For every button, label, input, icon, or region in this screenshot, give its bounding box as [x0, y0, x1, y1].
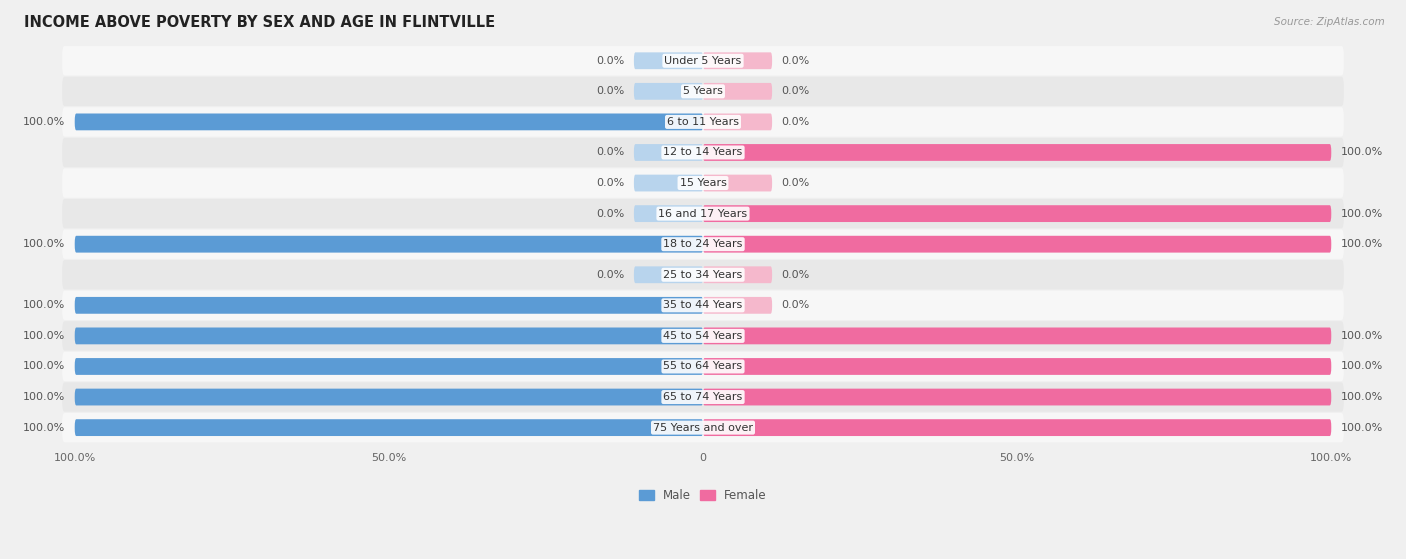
FancyBboxPatch shape — [703, 358, 1331, 375]
Text: 0.0%: 0.0% — [596, 148, 624, 158]
Text: INCOME ABOVE POVERTY BY SEX AND AGE IN FLINTVILLE: INCOME ABOVE POVERTY BY SEX AND AGE IN F… — [24, 15, 495, 30]
Text: 0.0%: 0.0% — [596, 209, 624, 219]
FancyBboxPatch shape — [62, 291, 1344, 320]
FancyBboxPatch shape — [62, 230, 1344, 259]
FancyBboxPatch shape — [703, 174, 772, 191]
Text: 35 to 44 Years: 35 to 44 Years — [664, 300, 742, 310]
FancyBboxPatch shape — [75, 328, 703, 344]
Text: 0.0%: 0.0% — [782, 86, 810, 96]
Text: 100.0%: 100.0% — [1341, 423, 1384, 433]
Text: 16 and 17 Years: 16 and 17 Years — [658, 209, 748, 219]
Text: 45 to 54 Years: 45 to 54 Years — [664, 331, 742, 341]
FancyBboxPatch shape — [703, 236, 1331, 253]
Text: Source: ZipAtlas.com: Source: ZipAtlas.com — [1274, 17, 1385, 27]
Text: 6 to 11 Years: 6 to 11 Years — [666, 117, 740, 127]
Text: 0.0%: 0.0% — [782, 178, 810, 188]
Text: 0.0%: 0.0% — [782, 270, 810, 280]
FancyBboxPatch shape — [62, 46, 1344, 75]
FancyBboxPatch shape — [62, 138, 1344, 167]
FancyBboxPatch shape — [634, 144, 703, 161]
Text: 0.0%: 0.0% — [782, 300, 810, 310]
FancyBboxPatch shape — [75, 389, 703, 405]
FancyBboxPatch shape — [634, 83, 703, 100]
Text: 0.0%: 0.0% — [596, 178, 624, 188]
Text: 100.0%: 100.0% — [22, 300, 65, 310]
FancyBboxPatch shape — [703, 83, 772, 100]
FancyBboxPatch shape — [703, 389, 1331, 405]
FancyBboxPatch shape — [703, 113, 772, 130]
FancyBboxPatch shape — [75, 419, 703, 436]
Text: 100.0%: 100.0% — [1341, 362, 1384, 372]
Text: 100.0%: 100.0% — [22, 362, 65, 372]
Text: 100.0%: 100.0% — [22, 423, 65, 433]
Text: 100.0%: 100.0% — [1341, 331, 1384, 341]
FancyBboxPatch shape — [634, 174, 703, 191]
FancyBboxPatch shape — [703, 297, 772, 314]
FancyBboxPatch shape — [75, 236, 703, 253]
FancyBboxPatch shape — [62, 352, 1344, 381]
Text: 100.0%: 100.0% — [1341, 148, 1384, 158]
Text: 55 to 64 Years: 55 to 64 Years — [664, 362, 742, 372]
Text: 65 to 74 Years: 65 to 74 Years — [664, 392, 742, 402]
FancyBboxPatch shape — [62, 382, 1344, 412]
FancyBboxPatch shape — [62, 199, 1344, 228]
FancyBboxPatch shape — [634, 205, 703, 222]
FancyBboxPatch shape — [75, 297, 703, 314]
Text: 100.0%: 100.0% — [22, 331, 65, 341]
Text: 100.0%: 100.0% — [22, 117, 65, 127]
FancyBboxPatch shape — [703, 53, 772, 69]
Text: 100.0%: 100.0% — [22, 392, 65, 402]
FancyBboxPatch shape — [62, 107, 1344, 136]
Legend: Male, Female: Male, Female — [634, 484, 772, 506]
Text: 100.0%: 100.0% — [1341, 392, 1384, 402]
FancyBboxPatch shape — [62, 413, 1344, 442]
FancyBboxPatch shape — [703, 266, 772, 283]
FancyBboxPatch shape — [703, 144, 1331, 161]
Text: 75 Years and over: 75 Years and over — [652, 423, 754, 433]
FancyBboxPatch shape — [634, 53, 703, 69]
Text: 100.0%: 100.0% — [22, 239, 65, 249]
Text: 0.0%: 0.0% — [596, 270, 624, 280]
FancyBboxPatch shape — [62, 260, 1344, 290]
FancyBboxPatch shape — [75, 113, 703, 130]
Text: 0.0%: 0.0% — [782, 56, 810, 66]
FancyBboxPatch shape — [634, 266, 703, 283]
FancyBboxPatch shape — [62, 168, 1344, 198]
FancyBboxPatch shape — [75, 358, 703, 375]
Text: 0.0%: 0.0% — [596, 86, 624, 96]
FancyBboxPatch shape — [703, 419, 1331, 436]
Text: 0.0%: 0.0% — [782, 117, 810, 127]
FancyBboxPatch shape — [62, 321, 1344, 350]
Text: 100.0%: 100.0% — [1341, 209, 1384, 219]
FancyBboxPatch shape — [703, 328, 1331, 344]
Text: 5 Years: 5 Years — [683, 86, 723, 96]
FancyBboxPatch shape — [703, 205, 1331, 222]
Text: Under 5 Years: Under 5 Years — [665, 56, 741, 66]
Text: 100.0%: 100.0% — [1341, 239, 1384, 249]
FancyBboxPatch shape — [62, 77, 1344, 106]
Text: 18 to 24 Years: 18 to 24 Years — [664, 239, 742, 249]
Text: 12 to 14 Years: 12 to 14 Years — [664, 148, 742, 158]
Text: 0.0%: 0.0% — [596, 56, 624, 66]
Text: 15 Years: 15 Years — [679, 178, 727, 188]
Text: 25 to 34 Years: 25 to 34 Years — [664, 270, 742, 280]
